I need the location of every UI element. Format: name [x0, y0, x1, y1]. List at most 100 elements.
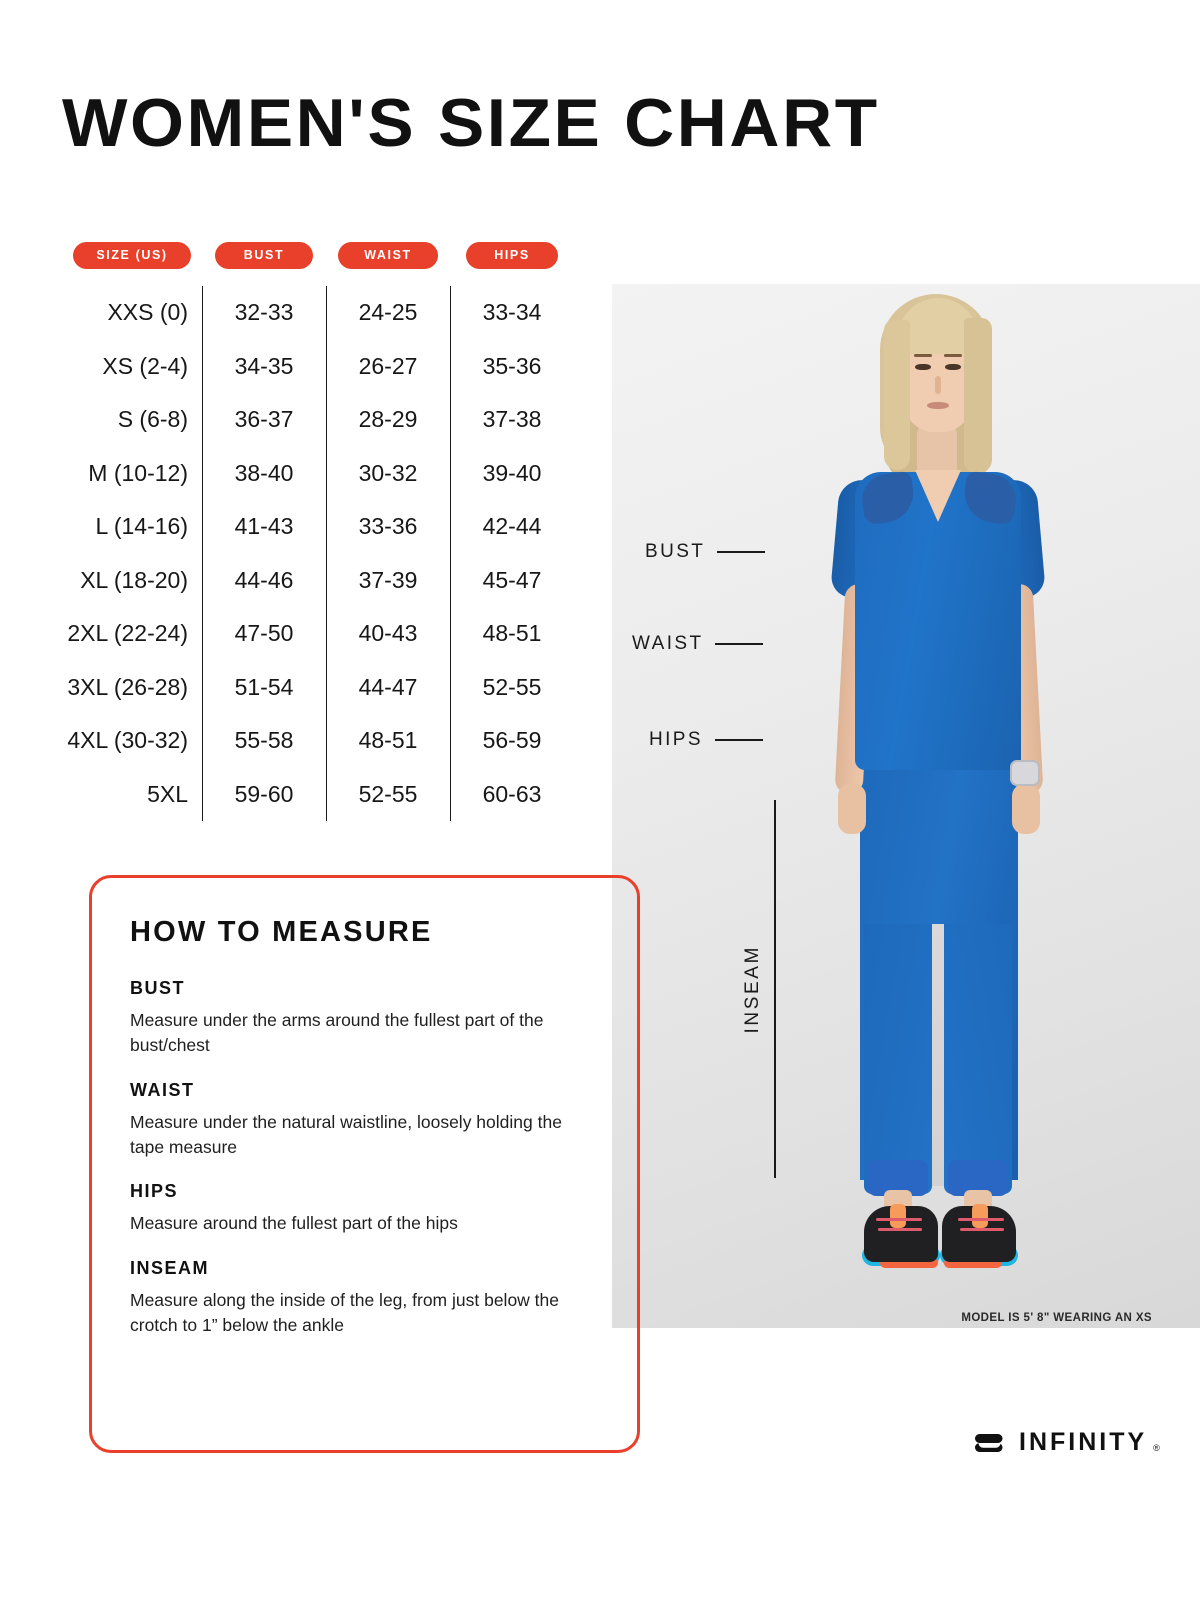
callout-bust: BUST	[645, 541, 766, 563]
how-to-measure-description: Measure around the fullest part of the h…	[130, 1213, 458, 1234]
header-pill-hips: HIPS	[466, 241, 558, 269]
how-to-measure-term: BUST	[130, 978, 185, 998]
model-note: MODEL IS 5' 8" WEARING AN XS	[961, 1312, 1152, 1324]
callout-inseam: INSEAM	[742, 800, 776, 1178]
callout-inseam-label: INSEAM	[742, 944, 763, 1034]
size-table: SIZE (US) BUST WAIST HIPS XXS (0) 32-33 24…	[62, 238, 574, 821]
row-waist: 24-25	[358, 299, 418, 326]
leader-line-icon	[715, 643, 764, 645]
row-bust: 32-33	[234, 299, 294, 326]
row-size: L (14-16)	[95, 513, 188, 540]
table-row: L (14-16) 41-43 33-36 42-44	[62, 500, 574, 554]
header-cell-size: SIZE (US)	[62, 241, 202, 269]
callout-hips: HIPS	[649, 729, 763, 751]
callout-bust-label: BUST	[645, 541, 706, 562]
how-to-measure-item: INSEAM Measure along the inside of the le…	[130, 1258, 582, 1338]
callout-hips-label: HIPS	[649, 729, 703, 750]
row-bust: 55-58	[234, 727, 294, 754]
header-pill-bust: BUST	[215, 241, 313, 269]
row-size: XS (2-4)	[102, 352, 188, 379]
row-bust: 47-50	[234, 620, 294, 647]
row-size: 2XL (22-24)	[67, 620, 188, 647]
row-waist: 48-51	[358, 727, 418, 754]
table-row: 2XL (22-24) 47-50 40-43 48-51	[62, 607, 574, 661]
row-size: 4XL (30-32)	[67, 727, 188, 754]
row-hips: 60-63	[482, 780, 542, 807]
row-bust: 51-54	[234, 673, 294, 700]
row-waist: 28-29	[358, 406, 418, 433]
table-row: XXS (0) 32-33 24-25 33-34	[62, 286, 574, 340]
row-waist: 33-36	[358, 513, 418, 540]
page-title: WOMEN'S SIZE CHART	[62, 85, 880, 161]
table-row: XS (2-4) 34-35 26-27 35-36	[62, 340, 574, 394]
row-hips: 45-47	[482, 566, 542, 593]
header-pill-size: SIZE (US)	[73, 241, 191, 269]
how-to-measure-box	[89, 875, 640, 1453]
row-waist: 30-32	[358, 459, 418, 486]
size-table-body: XXS (0) 32-33 24-25 33-34 XS (2-4) 34-35 26-27…	[62, 286, 574, 821]
how-to-measure-title: HOW TO MEASURE	[130, 916, 433, 948]
header-cell-waist: WAIST	[326, 241, 450, 269]
callout-waist-label: WAIST	[632, 633, 704, 654]
leader-line-icon	[714, 739, 763, 741]
callout-waist: WAIST	[632, 633, 764, 655]
row-hips: 35-36	[482, 352, 542, 379]
row-size: XL (18-20)	[80, 566, 188, 593]
how-to-measure-item: WAIST Measure under the natural waistline…	[130, 1080, 582, 1160]
row-bust: 34-35	[234, 352, 294, 379]
how-to-measure-item: HIPS Measure around the fullest part of t…	[130, 1181, 582, 1236]
table-row: 3XL (26-28) 51-54 44-47 52-55	[62, 661, 574, 715]
row-waist: 40-43	[358, 620, 418, 647]
how-to-measure-list: BUST Measure under the arms around the fu…	[130, 978, 582, 1338]
row-hips: 39-40	[482, 459, 542, 486]
column-divider	[450, 286, 452, 821]
row-size: 5XL	[147, 780, 188, 807]
table-row: M (10-12) 38-40 30-32 39-40	[62, 447, 574, 501]
inseam-measure-line-icon	[774, 800, 776, 1178]
trademark-symbol: ®	[1153, 1443, 1160, 1453]
how-to-measure-term: WAIST	[130, 1079, 195, 1100]
column-divider	[326, 286, 328, 821]
table-row: S (6-8) 36-37 28-29 37-38	[62, 393, 574, 447]
table-row: 5XL 59-60 52-55 60-63	[62, 768, 574, 822]
header-cell-bust: BUST	[202, 241, 326, 269]
row-hips: 37-38	[482, 406, 542, 433]
size-table-header-row: SIZE (US) BUST WAIST HIPS	[62, 238, 574, 272]
row-size: 3XL (26-28)	[67, 673, 188, 700]
row-waist: 44-47	[358, 673, 418, 700]
row-hips: 48-51	[482, 620, 542, 647]
how-to-measure-item: BUST Measure under the arms around the fu…	[130, 978, 582, 1058]
row-hips: 52-55	[482, 673, 542, 700]
brand-wordmark: INFINITY	[1019, 1428, 1148, 1456]
infinity-mark-icon	[975, 1433, 1003, 1452]
row-size: XXS (0)	[107, 299, 188, 326]
brand-logo: INFINITY ®	[972, 1428, 1160, 1457]
row-size: M (10-12)	[88, 459, 188, 486]
row-waist: 37-39	[358, 566, 418, 593]
row-waist: 26-27	[358, 352, 418, 379]
row-bust: 59-60	[234, 780, 294, 807]
header-cell-hips: HIPS	[450, 241, 574, 269]
how-to-measure-description: Measure under the natural waistline, loo…	[130, 1111, 562, 1157]
table-row: 4XL (30-32) 55-58 48-51 56-59	[62, 714, 574, 768]
row-bust: 41-43	[234, 513, 294, 540]
row-hips: 33-34	[482, 299, 542, 326]
model-photo-panel	[612, 284, 1200, 1328]
table-row: XL (18-20) 44-46 37-39 45-47	[62, 554, 574, 608]
header-pill-waist: WAIST	[338, 241, 438, 269]
row-size: S (6-8)	[117, 406, 188, 433]
how-to-measure-term: HIPS	[130, 1181, 179, 1202]
row-bust: 44-46	[234, 566, 294, 593]
row-hips: 42-44	[482, 513, 542, 540]
how-to-measure-description: Measure under the arms around the fulles…	[130, 1010, 544, 1055]
model-illustration	[612, 284, 1200, 1328]
row-bust: 36-37	[234, 406, 294, 433]
row-hips: 56-59	[482, 727, 542, 754]
row-bust: 38-40	[234, 459, 294, 486]
column-divider	[202, 286, 204, 821]
leader-line-icon	[717, 551, 766, 553]
how-to-measure-term: INSEAM	[130, 1258, 210, 1279]
how-to-measure-description: Measure along the inside of the leg, fro…	[130, 1290, 559, 1336]
row-waist: 52-55	[358, 780, 418, 807]
